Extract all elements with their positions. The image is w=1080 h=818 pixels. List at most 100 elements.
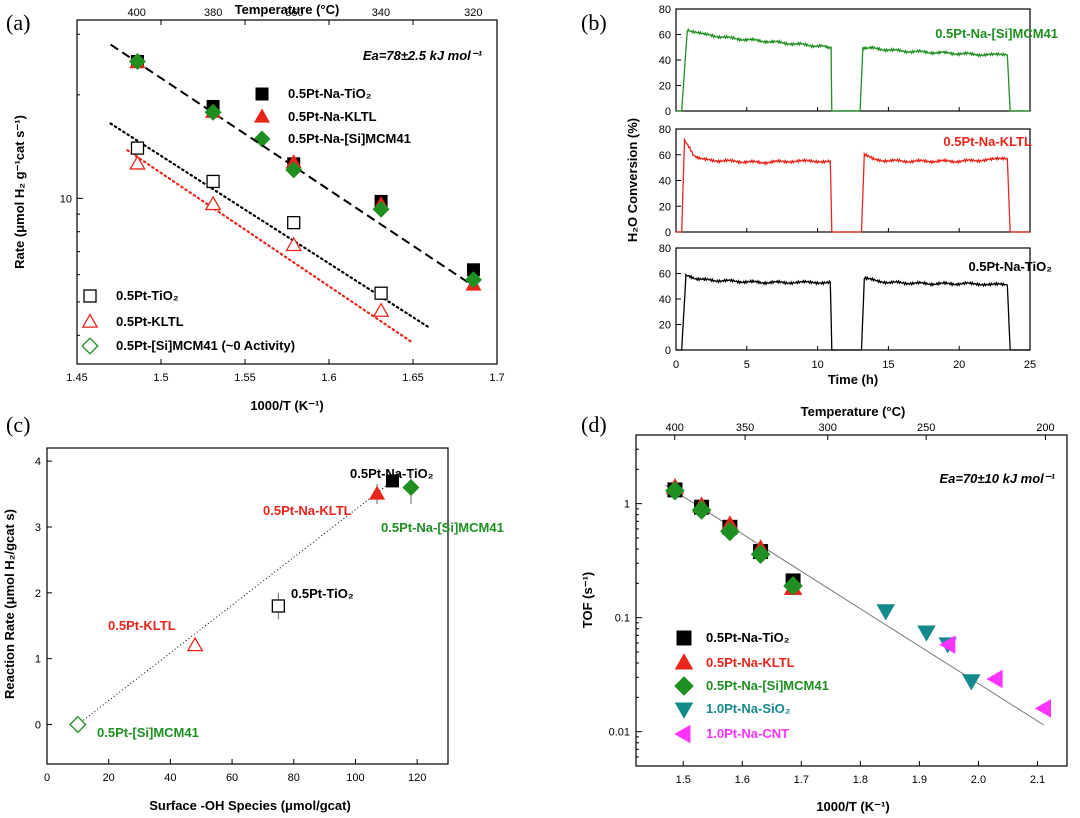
- panel-a-x-tick-label: 1.45: [66, 372, 87, 384]
- panel-a-top-axis-title: Temperature (°C): [235, 2, 340, 17]
- panel-d-x-tick-label: 2.0: [971, 774, 986, 786]
- panel-d-legend-label: 0.5Pt-Na-[Si]MCM41: [706, 678, 829, 693]
- panel-d-top-tick-label: 200: [1036, 422, 1054, 434]
- panel-a-x-tick-label: 1.6: [321, 372, 336, 384]
- panel-a-top-tick-label: 340: [372, 7, 390, 19]
- panel-b-y-tick-label: 20: [659, 320, 671, 332]
- panel-b-y-tick-label: 0: [665, 106, 671, 118]
- panel-a-data-point: [129, 155, 146, 170]
- panel-c-point-label: 0.5Pt-Na-[Si]MCM41: [381, 520, 504, 535]
- panel-b-series-label-2: 0.5Pt-Na-KLTL: [943, 134, 1032, 149]
- panel-d-data-point: [691, 500, 712, 520]
- panel-d-x-tick-label: 1.6: [735, 774, 750, 786]
- panel-c-y-axis-title: Reaction Rate (μmol H₂/gcat s): [2, 509, 17, 699]
- panel-c-x-axis-title: Surface -OH Species (μmol/gcat): [149, 798, 351, 813]
- panel-b-series-line-3: [676, 272, 1030, 351]
- panel-d-label: (d): [581, 412, 607, 437]
- panel-b: (b) Time (h) H₂O Conversion (%) 0 20 40 60 8…: [581, 4, 1058, 387]
- panel-d-data-point: [783, 576, 803, 596]
- panel-a-data-point: [285, 161, 303, 179]
- panel-b-x-tick-label: 10: [811, 359, 823, 371]
- panel-a-legend-label: 0.5Pt-[Si]MCM41 (~0 Activity): [116, 338, 295, 353]
- panel-c-x-tick-label: 80: [288, 772, 300, 784]
- panel-b-y-tick-label: 60: [659, 150, 671, 162]
- panel-a-fit-line: [126, 149, 415, 345]
- panel-a-data-point: [128, 52, 146, 70]
- panel-a-legend-label: 0.5Pt-Na-TiO₂: [288, 86, 372, 101]
- panel-a-y-axis-title: Rate (μmol H₂ g⁻¹cat s⁻¹): [12, 115, 27, 269]
- panel-a-x-tick-label: 1.7: [489, 372, 504, 384]
- panel-d: (d) Temperature (°C) 1000/T (K⁻¹) TOF (s…: [580, 404, 1068, 814]
- panel-b-series-line-2: [676, 137, 1030, 233]
- panel-b-label: (b): [581, 10, 607, 35]
- panel-c-data-point: [186, 636, 204, 652]
- panel-d-legend-label: 0.5Pt-Na-KLTL: [706, 655, 795, 670]
- panel-a-legend-marker: [253, 130, 271, 148]
- panel-c-point-label: 0.5Pt-Na-TiO₂: [350, 466, 434, 481]
- panel-b-x-axis-title: Time (h): [828, 372, 878, 387]
- panel-a-x-axis-title: 1000/T (K⁻¹): [250, 398, 323, 413]
- panel-d-legend: 0.5Pt-Na-TiO₂ 0.5Pt-Na-KLTL 0.5Pt-Na-[Si]M…: [674, 630, 829, 744]
- panel-a-data-point: [372, 200, 390, 218]
- panel-a-legend: 0.5Pt-Na-TiO₂ 0.5Pt-Na-KLTL 0.5Pt-Na-[Si]M…: [81, 86, 411, 355]
- panel-a-x-tick-label: 1.65: [402, 372, 423, 384]
- panel-d-top-tick-label: 300: [819, 422, 837, 434]
- panel-d-top-axis-title: Temperature (°C): [801, 404, 906, 419]
- panel-c-y-tick-label: 4: [35, 456, 41, 468]
- panel-c-point-label: 0.5Pt-Na-KLTL: [263, 503, 352, 518]
- panel-a-x-tick-label: 1.5: [153, 372, 168, 384]
- panel-b-y-tick-label: 40: [659, 55, 671, 67]
- panel-c-y-tick-label: 3: [35, 522, 41, 534]
- panel-d-data-point: [939, 635, 956, 654]
- panel-d-y-axis-title: TOF (s⁻¹): [580, 572, 595, 628]
- panel-b-y-tick-label: 40: [659, 294, 671, 306]
- panel-a-data-point: [285, 236, 303, 252]
- panel-a-frame: [76, 19, 498, 365]
- panel-d-x-tick-label: 1.9: [912, 774, 927, 786]
- panel-b-y-tick-label: 60: [659, 30, 671, 42]
- panel-b-x-tick-label: 20: [953, 359, 965, 371]
- panel-c-y-tick-label: 2: [35, 588, 41, 600]
- panel-d-data-point: [876, 604, 896, 621]
- panel-a-data-point: [204, 195, 222, 211]
- panel-d-x-tick-label: 1.8: [853, 774, 868, 786]
- panel-a-legend-label: 0.5Pt-TiO₂: [116, 288, 179, 303]
- panel-a-data-point: [372, 302, 390, 317]
- panel-b-y-tick-label: 80: [659, 4, 671, 16]
- panel-a-legend-marker: [81, 313, 99, 328]
- panel-d-x-tick-label: 1.7: [794, 774, 809, 786]
- panel-c-x-tick-label: 40: [164, 772, 176, 784]
- panel-c-data-point: [402, 478, 420, 497]
- panel-c-y-tick-label: 0: [35, 720, 41, 732]
- panel-a-top-tick-label: 320: [464, 7, 482, 19]
- panel-b-y-tick-label: 80: [659, 243, 671, 255]
- panel-b-x-tick-label: 5: [744, 359, 750, 371]
- panel-c-frame: [46, 447, 449, 765]
- panel-a-data-point: [374, 286, 388, 300]
- panel-a-data-point: [206, 174, 220, 189]
- panel-c-data-point: [385, 474, 399, 488]
- panel-d-data-point: [665, 480, 685, 501]
- panel-c-x-tick-label: 120: [408, 772, 426, 784]
- panel-d-top-tick-label: 400: [666, 422, 684, 434]
- panel-b-series-label-1: 0.5Pt-Na-[Si]MCM41: [935, 26, 1058, 41]
- panel-c-x-tick-label: 0: [44, 772, 50, 784]
- panel-a-legend-marker: [253, 108, 271, 123]
- panel-b-series-line-1: [676, 28, 1030, 112]
- panel-c-x-tick-label: 20: [103, 772, 115, 784]
- panel-a-label: (a): [6, 10, 30, 35]
- panel-b-y-tick-label: 0: [665, 227, 671, 239]
- panel-d-legend-label: 1.0Pt-Na-CNT: [706, 726, 789, 741]
- panel-a: (a) Temperature (°C) 1000/T (K⁻¹) Rate (…: [6, 2, 505, 413]
- panel-c-y-tick-label: 1: [35, 654, 41, 666]
- panel-d-data-point: [720, 521, 740, 542]
- panel-d-y-tick-label: 0.01: [609, 727, 630, 739]
- panel-a-data-point: [464, 271, 482, 289]
- panel-d-x-tick-label: 2.1: [1030, 774, 1045, 786]
- panel-a-legend-marker: [83, 289, 97, 303]
- panel-d-top-tick-label: 250: [917, 422, 935, 434]
- panel-b-x-tick-label: 15: [882, 359, 894, 371]
- panel-b-y-tick-label: 80: [659, 124, 671, 136]
- panel-d-data-point: [750, 544, 771, 565]
